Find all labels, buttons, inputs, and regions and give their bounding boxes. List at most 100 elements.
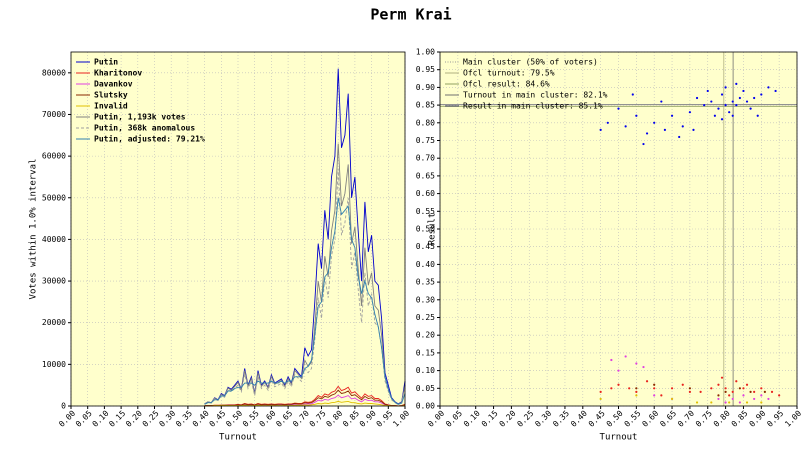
legend-label: Putin, 1,193k votes [94,112,186,122]
y-tick-label: 0.10 [416,366,435,375]
scatter-point [710,387,713,390]
scatter-point [731,114,734,117]
scatter-point [642,365,645,369]
scatter-point [720,376,724,379]
scatter-point [724,390,727,393]
x-tick-label: 0.90 [358,409,378,429]
x-tick-label: 0.35 [174,409,194,429]
x-tick-label: 0.30 [157,409,177,429]
scatter-point [599,397,602,401]
x-tick-label: 0.95 [374,409,394,429]
scatter-point [749,107,752,110]
plot-frame [70,51,406,407]
scatter-point [635,114,638,117]
legend-label: Invalid [94,101,128,111]
legend-label: Putin, 368k anomalous [94,123,195,133]
legend-label: Kharitonov [94,68,142,78]
y-tick-label: 0.90 [416,83,435,92]
y-axis-label: Votes within 1.0% interval [29,159,39,300]
x-tick-label: 0.10 [462,409,482,429]
scatter-point [735,380,738,383]
scatter-point [710,100,713,103]
y-tick-label: 0.80 [416,118,435,127]
series-line [204,143,406,405]
legend-label: Slutsky [94,91,128,100]
scatter-point [642,142,645,146]
y-tick-label: 80000 [42,68,66,77]
y-tick-label: 0.15 [416,348,435,357]
y-tick-label: 0.40 [416,260,435,269]
x-tick-label: 0.30 [533,409,553,429]
legend-label: Result in main cluster: 85.1% [463,102,603,111]
scatter-point [660,394,663,397]
series-line [204,197,406,405]
scatter-point [635,387,638,390]
y-tick-label: 0.60 [416,189,435,198]
scatter-point [756,114,759,117]
y-tick-label: 0.20 [416,331,435,340]
scatter-point [606,121,609,124]
scatter-point [624,125,627,128]
y-tick-label: 0.25 [416,313,435,322]
scatter-point [695,96,699,100]
scatter-point [617,383,620,386]
x-tick-label: 0.15 [480,409,500,429]
scatter-point [742,394,745,397]
plot-frame [439,51,798,407]
scatter-point [670,114,674,117]
scatter-point [724,387,727,390]
scatter-point [653,121,656,124]
scatter-point [635,362,638,365]
legend-label: Davankov [94,80,133,89]
x-tick-label: 0.90 [747,409,767,429]
scatter-point [699,390,702,393]
scatter-point [635,394,638,397]
scatter-point [753,96,756,100]
scatter-point [617,369,620,372]
y-tick-label: 20000 [42,318,66,327]
x-tick-label: 0.00 [426,409,446,429]
x-tick-label: 0.20 [498,409,518,429]
scatter-point [735,104,738,107]
scatter-point [710,401,713,404]
scatter-point [635,390,638,393]
scatter-point [749,390,752,393]
y-tick-label: 0.45 [416,242,435,251]
scatter-point [717,107,720,110]
y-tick-label: 70000 [42,110,66,119]
y-tick-label: 0.75 [416,136,435,145]
scatter-point [681,125,684,128]
scatter-point [724,401,727,404]
x-tick-label: 0.70 [291,409,311,429]
scatter-point [663,128,667,131]
x-tick-label: 0.50 [605,409,625,429]
scatter-point [731,397,734,401]
scatter-point [624,355,627,358]
scatter-point [774,89,777,93]
scatter-point [717,397,720,401]
y-tick-label: 0.50 [416,225,435,234]
scatter-point [610,387,613,390]
x-tick-label: 0.85 [730,409,750,429]
scatter-point [713,114,716,117]
y-tick-label: 0 [61,402,66,411]
scatter-point [735,82,738,85]
scatter-point [653,394,656,397]
y-tick-label: 1.00 [416,48,435,57]
x-tick-label: 0.60 [640,409,660,429]
y-tick-label: 0.55 [416,207,435,216]
scatter-point [738,387,741,390]
x-tick-label: 0.65 [274,409,294,429]
x-tick-label: 1.00 [391,409,411,429]
legend-label: Ofcl result: 84.6% [463,80,550,89]
x-tick-label: 0.95 [765,409,785,429]
scatter-point [760,394,763,397]
x-tick-label: 0.05 [74,409,94,429]
y-tick-label: 0.65 [416,171,435,180]
scatter-point [742,387,745,390]
scatter-point [753,397,756,401]
y-axis-label: Result [428,213,438,246]
scatter-point [753,390,756,393]
series-line [204,385,406,407]
